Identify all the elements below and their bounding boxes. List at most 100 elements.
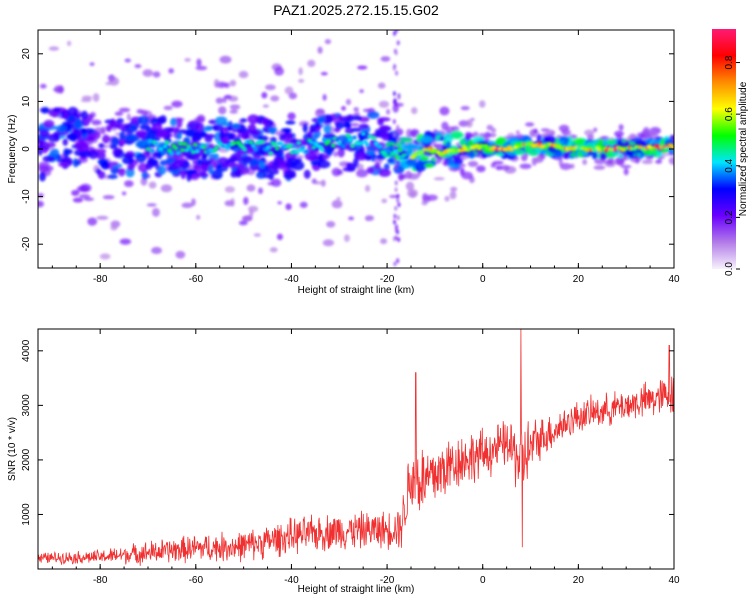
spectral-cell [478, 100, 486, 108]
spectral-cell [307, 59, 316, 68]
spectral-cell [394, 187, 398, 193]
spectral-cell [559, 162, 572, 171]
spectral-cell [157, 165, 167, 175]
spectral-cell [352, 115, 362, 121]
spectral-cell [514, 149, 526, 156]
spectral-cell [88, 149, 99, 160]
spectral-cell [112, 147, 124, 157]
spectral-cell [39, 129, 50, 138]
spectral-cell [38, 171, 46, 182]
spectral-cell [366, 166, 375, 174]
spectral-cell [238, 70, 249, 79]
spectral-cell [224, 186, 235, 193]
spectrogram-marks [38, 30, 674, 267]
spectral-cell [124, 58, 131, 63]
spectral-cell [212, 148, 218, 153]
spectral-cell [359, 89, 364, 93]
spectral-cell [81, 128, 87, 135]
spectral-cell [195, 149, 200, 154]
spectral-cell [599, 152, 608, 161]
spectral-cell [218, 130, 225, 140]
spectral-cell [353, 107, 359, 112]
spectral-cell [239, 118, 248, 123]
spectral-cell [108, 76, 120, 86]
snr-frame [37, 328, 675, 570]
spectral-cell [584, 129, 595, 136]
spectral-cell [427, 146, 433, 151]
spectral-cell [358, 141, 364, 146]
spectral-cell [444, 195, 450, 202]
spectral-cell [231, 141, 237, 146]
spectral-cell [394, 163, 398, 169]
spectral-cell [119, 131, 126, 141]
colorbar-tick-label: 0.2 [724, 210, 735, 224]
spectral-cell [317, 160, 331, 169]
spectral-cell [116, 118, 124, 124]
spectral-cell [533, 128, 538, 134]
spectral-cell [323, 124, 332, 134]
spectral-cell [224, 94, 232, 99]
spectral-cell [175, 118, 183, 129]
spectral-cell [159, 159, 169, 166]
spectral-cell [176, 132, 183, 140]
spectral-cell [285, 120, 296, 125]
spectral-cell [79, 183, 92, 193]
y-tick-label: 10 [21, 95, 32, 107]
spectral-cell [362, 108, 373, 113]
spectral-cell [127, 163, 135, 171]
spectral-cell [135, 130, 147, 138]
spectral-cell [397, 173, 405, 180]
spectral-cell [91, 119, 102, 126]
spectral-cell [392, 119, 396, 125]
y-tick-label: 1000 [21, 503, 32, 526]
x-tick-label: 40 [668, 274, 680, 285]
spectral-cell [215, 97, 224, 104]
x-tick-label: -60 [189, 274, 204, 285]
spectral-cell [298, 78, 305, 83]
spectral-cell [225, 145, 231, 150]
spectral-cell [399, 137, 413, 143]
colorbar-bar [712, 29, 736, 269]
spectral-cell [408, 149, 413, 154]
spectral-cell [172, 159, 184, 169]
spectral-cell [345, 133, 351, 138]
spectral-cell [195, 122, 205, 132]
spectral-cell [108, 161, 119, 166]
colorbar-ticks: 0.0 0.2 0.4 0.6 0.8 [724, 55, 740, 276]
spectral-cell [303, 169, 311, 179]
spectral-cell [623, 140, 631, 148]
spectral-cell [322, 137, 327, 142]
spectral-cell [298, 67, 303, 76]
spectral-cell [258, 187, 263, 195]
spectral-cell [452, 158, 464, 165]
spectral-cell [81, 95, 93, 101]
spectral-cell [170, 117, 177, 127]
spectral-cell [73, 120, 82, 130]
spectral-cell [394, 224, 398, 230]
spectral-cell [317, 46, 323, 54]
spectral-cell [543, 145, 549, 150]
spectral-cell [168, 68, 174, 74]
spectral-cell [177, 141, 183, 146]
spectral-cell [270, 95, 280, 102]
spectral-cell [38, 161, 50, 171]
spectral-cell [238, 220, 248, 226]
spectral-cell [356, 169, 368, 178]
spectral-cell [405, 158, 418, 167]
spectral-cell [42, 155, 56, 163]
spectral-cell [186, 172, 192, 182]
colorbar-tick-label: 0.0 [724, 262, 735, 276]
spectral-cell [105, 125, 113, 132]
x-tick-label: -40 [284, 575, 299, 586]
spectral-cell [279, 133, 286, 142]
spectral-cell [159, 115, 167, 123]
spectral-cell [459, 148, 465, 153]
spectral-cell [593, 165, 606, 170]
spectral-cell [160, 150, 166, 155]
spectral-cell [126, 113, 131, 121]
spectral-cell [247, 114, 260, 124]
colorbar-tick-label: 0.8 [724, 55, 735, 69]
spectral-cell [306, 130, 313, 140]
spectral-cell [253, 147, 258, 152]
